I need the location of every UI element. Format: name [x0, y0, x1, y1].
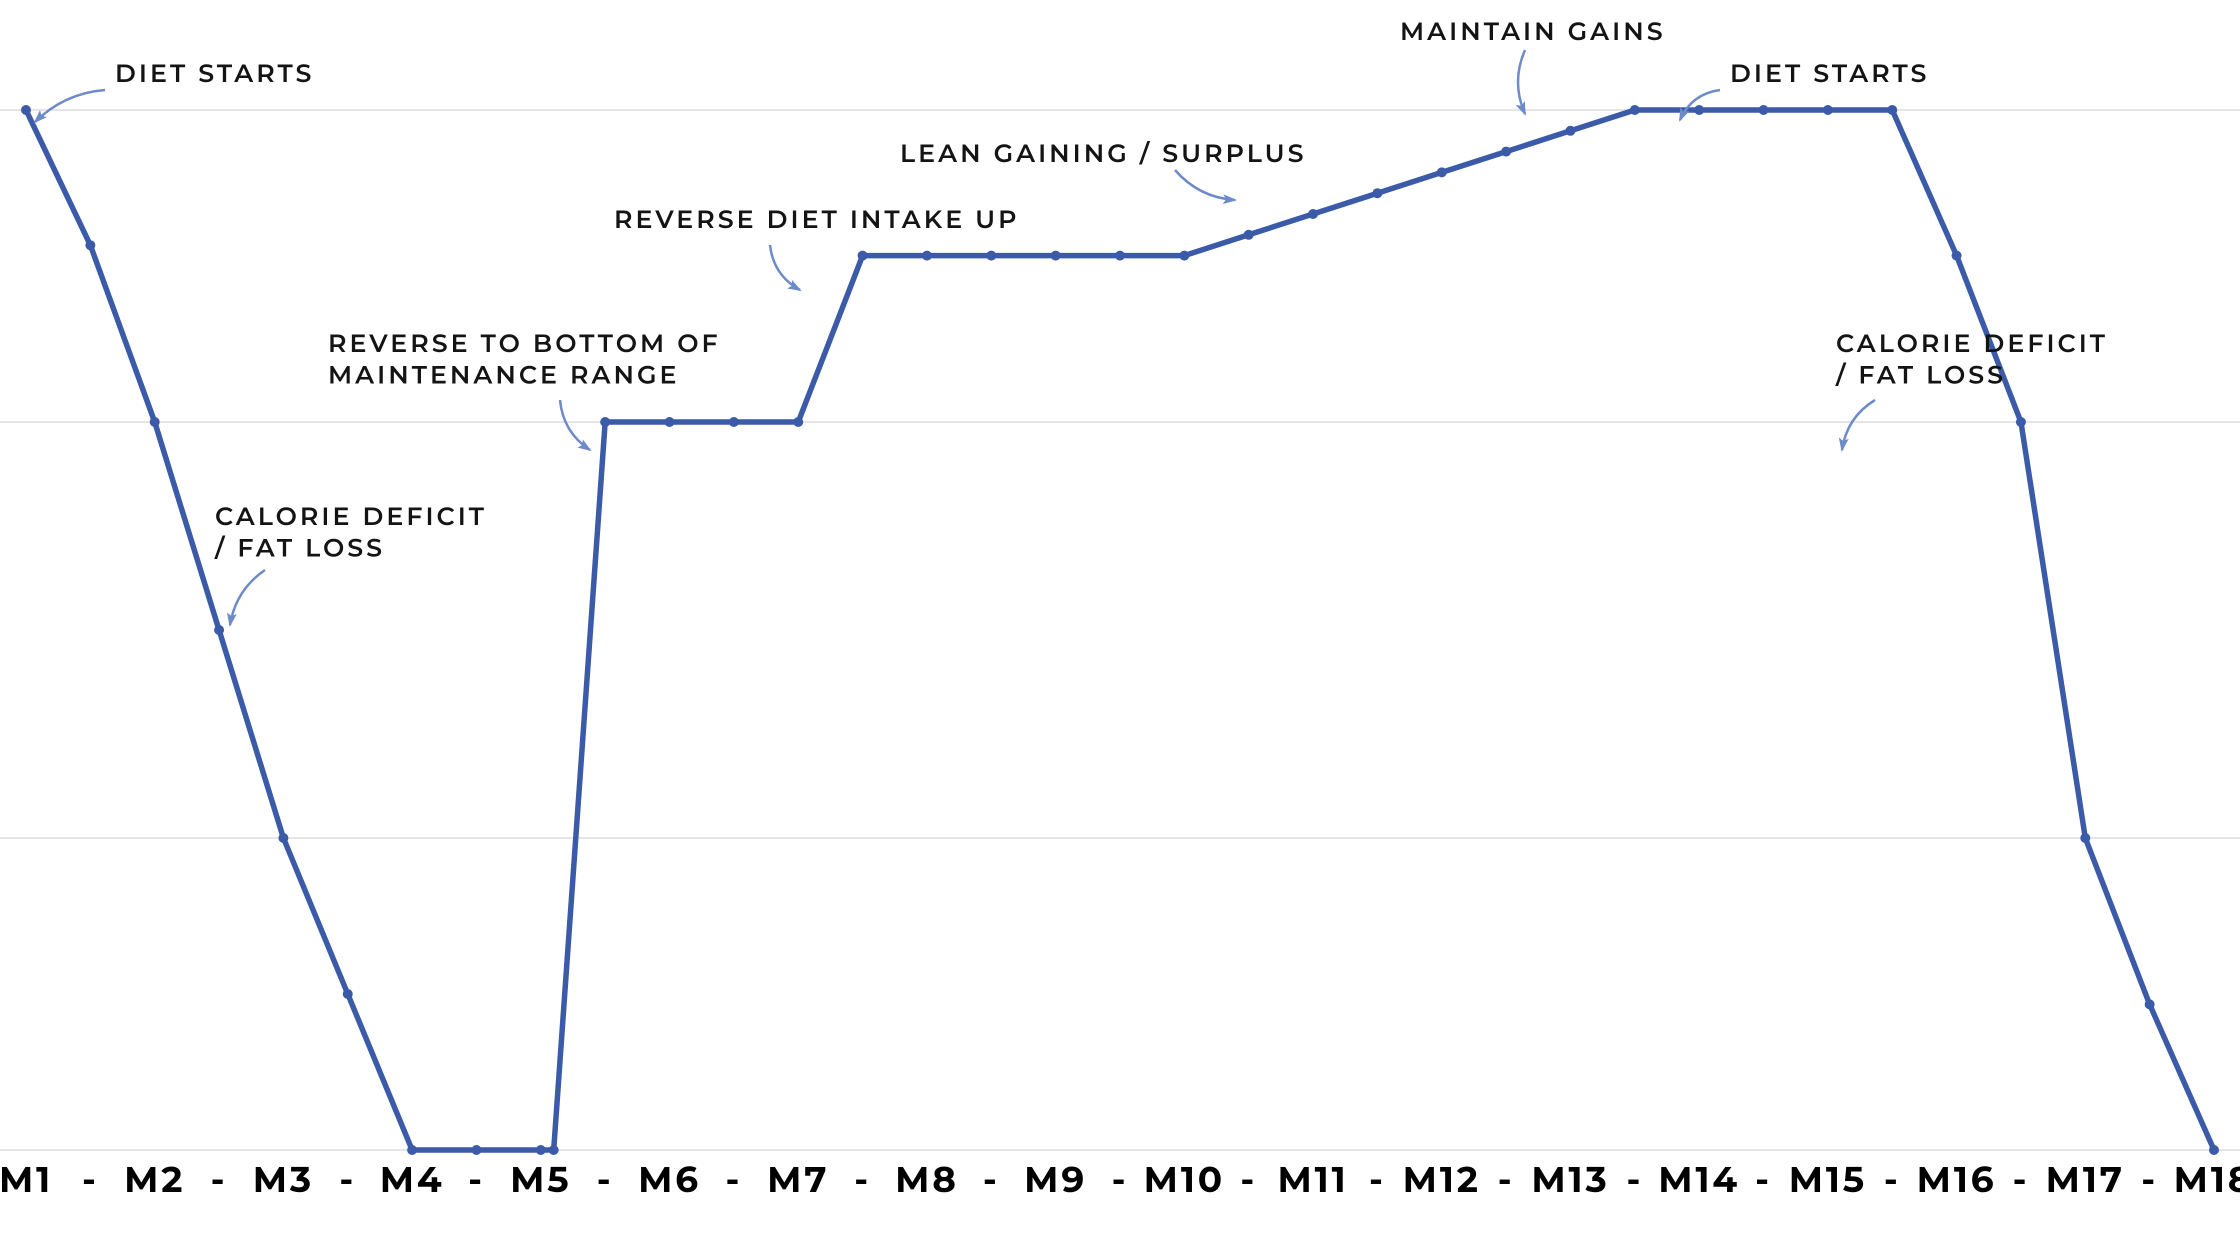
data-series — [21, 105, 2219, 1155]
data-point — [2209, 1145, 2219, 1155]
annotation-diet-starts-1: DIET STARTS — [115, 59, 314, 89]
data-point — [600, 417, 610, 427]
data-point — [21, 105, 31, 115]
data-point — [1952, 251, 1962, 261]
annotation-arrow — [1842, 400, 1875, 450]
annotation-maintain-gains: MAINTAIN GAINS — [1400, 17, 1666, 47]
annotation-arrow — [35, 90, 105, 122]
data-point — [407, 1145, 417, 1155]
annotation-arrow — [560, 400, 590, 450]
x-tick-separator: - — [1871, 1158, 1914, 1202]
annotation-reverse-maint: REVERSE TO BOTTOM OFMAINTENANCE RANGE — [328, 329, 721, 391]
x-tick-separator: - — [2000, 1158, 2043, 1202]
x-axis: M1 - M2 - M3 - M4 - M5 - M6 - M7 - M8 - … — [0, 1158, 2240, 1202]
data-point — [922, 251, 932, 261]
data-point — [1694, 105, 1704, 115]
data-point — [1759, 105, 1769, 115]
annotation-reverse-intake: REVERSE DIET INTAKE UP — [614, 205, 1020, 235]
x-tick-separator: - — [69, 1158, 112, 1202]
annotation-arrow — [1518, 50, 1525, 114]
data-point — [858, 251, 868, 261]
annotation-arrow — [770, 245, 800, 290]
x-tick-label: M13 — [1531, 1158, 1609, 1202]
x-tick-label: M14 — [1658, 1158, 1740, 1202]
data-point — [1372, 188, 1382, 198]
annotation-calorie-deficit-1: CALORIE DEFICIT/ FAT LOSS — [214, 502, 487, 564]
x-tick-label: M16 — [1917, 1158, 1997, 1202]
data-point — [278, 833, 288, 843]
x-tick-separator: - — [2128, 1158, 2171, 1202]
x-tick-label: M18 — [2174, 1158, 2240, 1202]
x-tick-separator: - — [1742, 1158, 1785, 1202]
data-point — [1179, 251, 1189, 261]
data-point — [793, 417, 803, 427]
x-tick-label: M8 — [895, 1158, 959, 1202]
data-point — [471, 1145, 481, 1155]
x-tick-label: M9 — [1024, 1158, 1087, 1202]
x-tick-label: M17 — [2046, 1158, 2125, 1202]
gridlines — [0, 110, 2240, 1150]
x-tick-label: M6 — [638, 1158, 701, 1202]
data-point — [1565, 126, 1575, 136]
data-point — [1887, 105, 1897, 115]
data-point — [214, 625, 224, 635]
data-point — [1630, 105, 1640, 115]
data-point — [729, 417, 739, 427]
x-tick-label: M2 — [124, 1158, 185, 1202]
x-tick-separator: - — [1356, 1158, 1399, 1202]
x-tick-label: M3 — [253, 1158, 314, 1202]
annotation-lean-gaining: LEAN GAINING / SURPLUS — [900, 139, 1307, 169]
annotation-diet-starts-2: DIET STARTS — [1730, 59, 1929, 89]
annotation-arrow — [1680, 90, 1720, 120]
data-point — [549, 1145, 559, 1155]
x-tick-label: M12 — [1403, 1158, 1481, 1202]
x-tick-label: M5 — [510, 1158, 571, 1202]
annotation-arrow — [230, 570, 265, 625]
data-point — [150, 417, 160, 427]
x-tick-label: M1 — [0, 1158, 53, 1202]
x-tick-separator: - — [326, 1158, 369, 1202]
annotation-calorie-deficit-2: CALORIE DEFICIT/ FAT LOSS — [1835, 329, 2108, 391]
data-point — [2145, 999, 2155, 1009]
data-point — [2080, 833, 2090, 843]
x-tick-label: M10 — [1144, 1158, 1225, 1202]
data-point — [665, 417, 675, 427]
x-tick-separator: - — [1613, 1158, 1656, 1202]
x-tick-separator: - — [712, 1158, 755, 1202]
chart-svg: DIET STARTS CALORIE DEFICIT/ FAT LOSS REVE… — [0, 0, 2240, 1260]
x-tick-label: M4 — [380, 1158, 445, 1202]
intake-line — [26, 110, 2214, 1150]
x-axis-labels: M1 - M2 - M3 - M4 - M5 - M6 - M7 - M8 - … — [0, 1158, 2240, 1202]
data-point — [1437, 167, 1447, 177]
data-point — [1308, 209, 1318, 219]
x-tick-separator: - — [841, 1158, 884, 1202]
x-tick-separator: - — [1099, 1158, 1142, 1202]
data-point — [1244, 230, 1254, 240]
data-point — [343, 989, 353, 999]
x-tick-label: M7 — [767, 1158, 829, 1202]
data-point — [1051, 251, 1061, 261]
x-tick-separator: - — [584, 1158, 627, 1202]
data-point — [85, 240, 95, 250]
x-tick-label: M15 — [1789, 1158, 1867, 1202]
annotation-arrow — [1175, 170, 1235, 200]
data-point — [536, 1145, 546, 1155]
x-tick-label: M11 — [1278, 1158, 1349, 1202]
data-point — [2016, 417, 2026, 427]
x-tick-separator: - — [970, 1158, 1013, 1202]
diet-periodization-chart: DIET STARTS CALORIE DEFICIT/ FAT LOSS REVE… — [0, 0, 2240, 1260]
data-point — [986, 251, 996, 261]
data-point — [1823, 105, 1833, 115]
data-point — [1115, 251, 1125, 261]
x-tick-separator: - — [455, 1158, 498, 1202]
x-tick-separator: - — [1485, 1158, 1528, 1202]
x-tick-separator: - — [198, 1158, 241, 1202]
data-point — [1501, 147, 1511, 157]
x-tick-separator: - — [1227, 1158, 1270, 1202]
